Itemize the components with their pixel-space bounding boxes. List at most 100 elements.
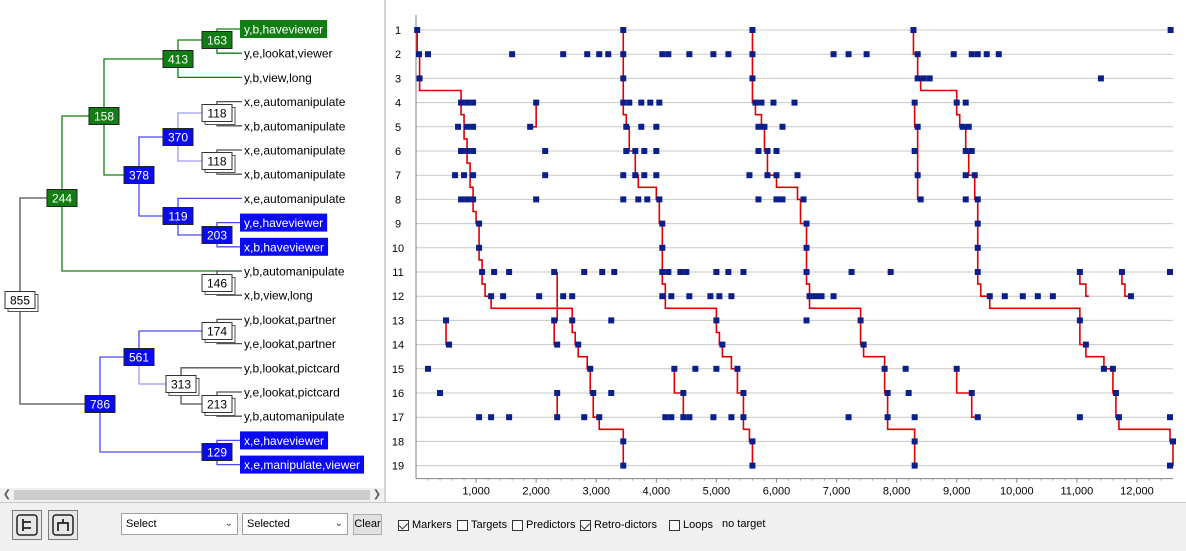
event-marker[interactable]	[707, 293, 714, 300]
event-marker[interactable]	[680, 390, 687, 396]
event-marker[interactable]	[926, 75, 933, 82]
tree-node[interactable]: 378	[123, 166, 155, 184]
event-marker[interactable]	[620, 196, 627, 203]
event-marker[interactable]	[533, 196, 540, 203]
event-marker[interactable]	[962, 172, 969, 179]
event-marker[interactable]	[665, 51, 672, 58]
retro-dictors-checkbox[interactable]: Retro-dictors	[580, 518, 657, 532]
event-marker[interactable]	[983, 51, 990, 58]
event-marker[interactable]	[470, 123, 477, 130]
tree-node[interactable]: 203	[201, 226, 233, 244]
event-marker[interactable]	[596, 51, 603, 58]
event-marker[interactable]	[710, 414, 717, 421]
tree-node[interactable]: 561	[123, 348, 155, 366]
event-marker[interactable]	[740, 269, 747, 275]
event-marker[interactable]	[1100, 365, 1107, 372]
event-marker[interactable]	[611, 269, 618, 275]
event-marker[interactable]	[974, 269, 981, 275]
event-marker[interactable]	[1034, 293, 1041, 300]
event-marker[interactable]	[581, 414, 588, 421]
event-marker[interactable]	[638, 123, 645, 130]
event-marker[interactable]	[659, 220, 666, 227]
tree-leaf[interactable]: x,b,automanipulate	[244, 168, 346, 182]
event-marker[interactable]	[581, 269, 588, 275]
event-marker[interactable]	[470, 172, 477, 179]
event-marker[interactable]	[791, 99, 798, 106]
tree-leaf[interactable]: x,b,view,long	[244, 289, 313, 303]
event-marker[interactable]	[605, 51, 612, 58]
event-marker[interactable]	[794, 172, 801, 179]
event-marker[interactable]	[713, 317, 720, 324]
event-marker[interactable]	[803, 317, 810, 324]
event-marker[interactable]	[491, 269, 498, 275]
loops-checkbox[interactable]: Loops	[669, 518, 713, 532]
event-marker[interactable]	[713, 269, 720, 275]
event-marker[interactable]	[974, 220, 981, 227]
event-marker[interactable]	[1097, 75, 1104, 82]
tree-node[interactable]: 158	[88, 107, 120, 125]
tree-leaf[interactable]: x,e,automanipulate	[244, 144, 346, 158]
event-marker[interactable]	[755, 123, 762, 130]
event-marker[interactable]	[527, 123, 534, 130]
tree-node[interactable]: 118	[201, 152, 236, 173]
event-marker[interactable]	[596, 414, 603, 421]
event-marker[interactable]	[584, 51, 591, 58]
event-marker[interactable]	[770, 99, 777, 106]
event-marker[interactable]	[476, 220, 483, 227]
select-dropdown[interactable]: Select ⌄	[121, 513, 238, 535]
scrollbar-thumb[interactable]	[14, 490, 370, 500]
event-marker[interactable]	[974, 51, 981, 58]
event-marker[interactable]	[803, 244, 810, 251]
event-marker[interactable]	[848, 269, 855, 275]
tree-leaf[interactable]: x,b,automanipulate	[244, 119, 346, 133]
event-marker[interactable]	[830, 293, 837, 300]
event-marker[interactable]	[470, 196, 477, 203]
event-marker[interactable]	[1109, 365, 1116, 372]
event-marker[interactable]	[863, 51, 870, 58]
event-marker[interactable]	[677, 269, 684, 275]
tree-node[interactable]: 370	[162, 128, 194, 146]
event-marker[interactable]	[725, 51, 732, 58]
event-marker[interactable]	[740, 414, 747, 421]
event-marker[interactable]	[773, 148, 780, 154]
event-marker[interactable]	[914, 123, 921, 130]
event-marker[interactable]	[749, 27, 756, 33]
event-marker[interactable]	[620, 27, 627, 33]
event-marker[interactable]	[641, 148, 648, 154]
event-marker[interactable]	[560, 51, 567, 58]
event-marker[interactable]	[458, 196, 465, 203]
event-marker[interactable]	[620, 438, 627, 445]
event-marker[interactable]	[656, 196, 663, 203]
event-marker[interactable]	[620, 462, 627, 469]
targets-checkbox[interactable]: Targets	[457, 518, 507, 532]
event-marker[interactable]	[728, 414, 735, 421]
event-marker[interactable]	[911, 414, 918, 421]
event-marker[interactable]	[734, 365, 741, 372]
event-marker[interactable]	[728, 293, 735, 300]
panel-splitter[interactable]	[384, 0, 386, 502]
event-marker[interactable]	[962, 196, 969, 203]
event-marker[interactable]	[905, 390, 912, 396]
event-marker[interactable]	[920, 75, 927, 82]
event-marker[interactable]	[800, 196, 807, 203]
event-marker[interactable]	[1076, 269, 1083, 275]
event-marker[interactable]	[773, 172, 780, 179]
event-marker[interactable]	[914, 75, 921, 82]
event-marker[interactable]	[917, 196, 924, 203]
event-marker[interactable]	[758, 99, 765, 106]
dendrogram-panel[interactable]: 855 244 158 413 163 378 370 118 118 119 203 146 786 5…	[0, 0, 384, 488]
event-marker[interactable]	[812, 293, 819, 300]
event-marker[interactable]	[1166, 414, 1173, 421]
event-marker[interactable]	[620, 99, 627, 106]
event-marker[interactable]	[968, 148, 975, 154]
event-marker[interactable]	[470, 99, 477, 106]
event-marker[interactable]	[533, 99, 540, 106]
event-marker[interactable]	[902, 365, 909, 372]
tree-leaf[interactable]: y,b,view,long	[244, 71, 312, 85]
event-marker[interactable]	[686, 51, 693, 58]
event-marker[interactable]	[659, 51, 666, 58]
tree-node[interactable]: 118	[201, 104, 236, 125]
event-marker[interactable]	[575, 341, 582, 348]
event-marker[interactable]	[455, 123, 462, 130]
event-marker[interactable]	[953, 99, 960, 106]
